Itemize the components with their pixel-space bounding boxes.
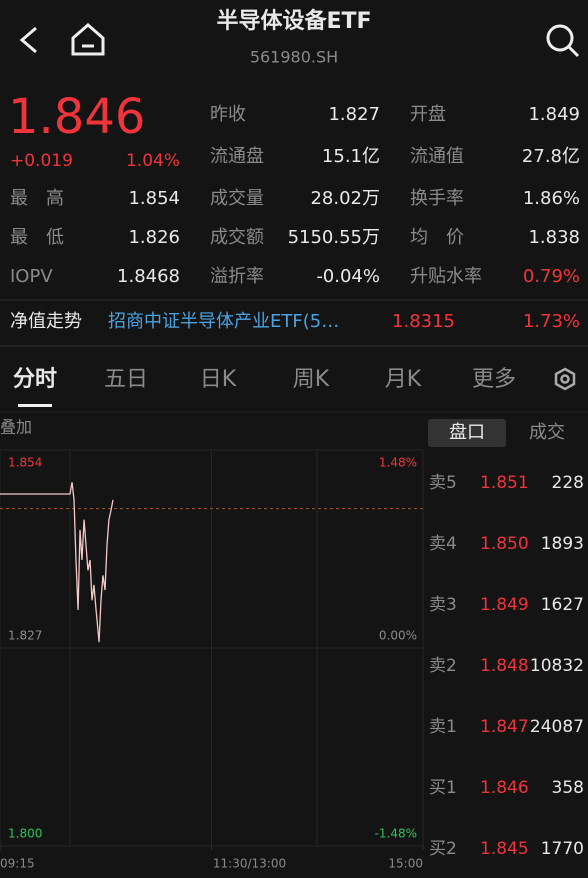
y-tick-label: 1.827 (8, 629, 42, 643)
stat-label: 昨收 (210, 104, 246, 125)
title: 半导体设备ETF (216, 8, 371, 34)
price: 1.846 (8, 89, 145, 145)
y-tick-label: 1.800 (8, 827, 42, 841)
stat-label: 流通盘 (210, 146, 264, 167)
stat-label: 换手率 (410, 188, 464, 209)
stat-label: 成交量 (210, 188, 264, 209)
overlay-button[interactable]: 叠加 (0, 418, 32, 437)
change-pct: 1.04% (126, 151, 180, 171)
stat-label: 开盘 (410, 104, 446, 125)
nav-pct: 1.73% (523, 311, 580, 332)
book-label: 买1 (429, 778, 457, 798)
x-tick-label: 15:00 (388, 857, 423, 871)
book-price: 1.851 (480, 473, 529, 493)
search-button[interactable] (546, 24, 580, 58)
divider (0, 345, 588, 347)
tab[interactable]: 周K (293, 367, 330, 392)
book-volume: 10832 (530, 656, 584, 676)
stat-label: 最 低 (10, 227, 64, 248)
tab[interactable]: 月K (385, 367, 422, 392)
book-price: 1.849 (480, 595, 529, 615)
book-volume: 358 (552, 778, 584, 798)
book-volume: 1770 (541, 839, 584, 859)
tab-underline (18, 404, 52, 407)
book-volume: 1893 (541, 534, 584, 554)
stat-label: IOPV (10, 266, 53, 287)
book-label: 买2 (429, 839, 457, 859)
intraday-chart: 1.854 1.827 1.800 1.48% 0.00% -1.48% 09:15 11:3… (0, 449, 424, 871)
tab[interactable]: 日K (200, 367, 237, 392)
price-line (0, 482, 114, 643)
change: +0.019 (10, 151, 73, 171)
stat-value: 0.79% (523, 266, 580, 287)
stat-value: -0.04% (316, 266, 380, 287)
settings-button[interactable] (554, 367, 576, 391)
stat-value: 1.8468 (117, 266, 180, 287)
book-tab[interactable]: 盘口 (449, 422, 485, 443)
stat-label: 成交额 (210, 227, 264, 248)
book-price: 1.845 (480, 839, 529, 859)
stat-label: 溢折率 (210, 266, 264, 287)
nav-label: 净值走势 (10, 311, 82, 332)
active-tab-bg (428, 419, 506, 447)
back-button[interactable] (19, 26, 37, 54)
stat-label: 最 高 (10, 188, 64, 209)
book-label: 卖4 (429, 534, 457, 554)
tab[interactable]: 更多 (472, 367, 516, 392)
book-tab[interactable]: 成交 (529, 422, 565, 443)
y2-tick-label: 0.00% (379, 629, 417, 643)
stat-value: 1.838 (528, 227, 580, 248)
stat-value: 27.8亿 (522, 146, 580, 167)
book-label: 卖2 (429, 656, 457, 676)
nav-fund-name[interactable]: 招商中证半导体产业ETF(5… (108, 311, 339, 332)
nav-value: 1.8315 (392, 311, 455, 332)
book-price: 1.847 (480, 717, 529, 737)
book-label: 卖5 (429, 473, 457, 493)
stat-value: 1.827 (328, 104, 380, 125)
tab[interactable]: 分时 (13, 367, 57, 392)
stat-value: 1.826 (128, 227, 180, 248)
book-volume: 1627 (541, 595, 584, 615)
stat-value: 28.02万 (310, 188, 380, 209)
home-button[interactable] (71, 23, 105, 56)
stat-value: 1.86% (523, 188, 580, 209)
stat-label: 升贴水率 (410, 266, 482, 287)
stat-value: 15.1亿 (322, 146, 380, 167)
stats: 最 高 1.854 最 低 1.826 IOPV 1.8468 昨收 1.827 流通盘 15.1… (10, 104, 580, 287)
tab[interactable]: 五日 (104, 367, 148, 392)
stat-value: 1.854 (128, 188, 180, 209)
tabs: 分时 五日 日K 周K 月K 更多 (13, 367, 516, 392)
book-label: 卖1 (429, 717, 457, 737)
stat-value: 5150.55万 (288, 227, 380, 248)
y-tick-label: 1.854 (8, 456, 42, 470)
stat-value: 1.849 (528, 104, 580, 125)
stat-label: 均 价 (410, 227, 464, 248)
y2-tick-label: 1.48% (379, 456, 417, 470)
x-tick-label: 11:30/13:00 (213, 857, 286, 871)
book-volume: 24087 (530, 717, 584, 737)
code: 561980.SH (250, 48, 338, 67)
x-tick-label: 09:15 (0, 857, 35, 871)
book-volume: 228 (552, 473, 584, 493)
book-price: 1.846 (480, 778, 529, 798)
stat-label: 流通值 (410, 146, 464, 167)
book-label: 卖3 (429, 595, 457, 615)
book-price: 1.848 (480, 656, 529, 676)
y2-tick-label: -1.48% (375, 827, 417, 841)
book-price: 1.850 (480, 534, 529, 554)
